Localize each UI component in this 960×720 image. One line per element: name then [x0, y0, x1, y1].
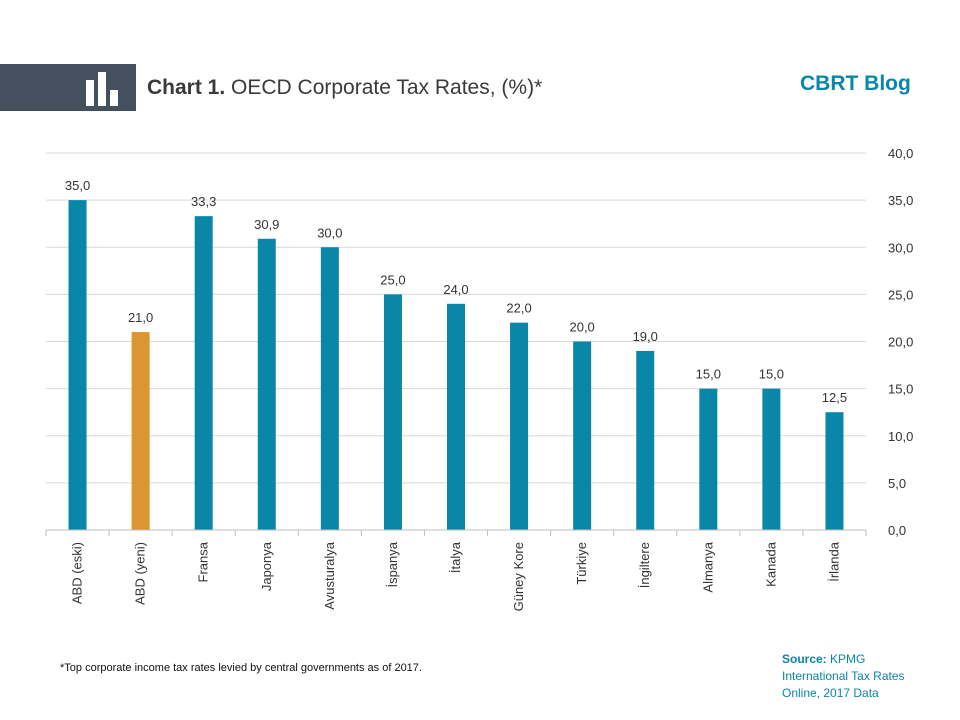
- data-label: 30,0: [317, 225, 342, 240]
- x-tick-label: Kanada: [763, 541, 778, 587]
- y-tick-label: 30,0: [888, 240, 913, 255]
- source-note: Source: KPMG International Tax Rates Onl…: [782, 651, 905, 702]
- data-label: 33,3: [191, 194, 216, 209]
- bar: [510, 322, 529, 530]
- x-tick-label: Fransa: [196, 541, 211, 582]
- bar: [257, 238, 276, 530]
- y-tick-label: 25,0: [888, 287, 913, 302]
- x-tick-label: ABD (eski): [70, 542, 85, 604]
- bar: [699, 388, 718, 530]
- x-tick-label: İngiltere: [637, 542, 652, 588]
- data-label: 20,0: [569, 320, 594, 335]
- bar: [320, 247, 339, 530]
- data-label: 21,0: [128, 310, 153, 325]
- y-tick-label: 15,0: [888, 382, 913, 397]
- data-label: 22,0: [506, 301, 531, 316]
- y-tick-label: 0,0: [888, 523, 906, 538]
- bar: [383, 294, 402, 530]
- x-tick-label: Almanya: [700, 541, 715, 592]
- data-label: 19,0: [633, 329, 658, 344]
- y-axis-ticks: 0,0 5,0 10,0 15,0 20,0 25,0 30,0 35,0 40,0: [888, 146, 913, 538]
- source-label: Source:: [782, 652, 827, 666]
- data-label: 25,0: [380, 272, 405, 287]
- bar: [194, 216, 213, 530]
- data-label: 24,0: [443, 282, 468, 297]
- y-tick-label: 5,0: [888, 476, 906, 491]
- chart-title: Chart 1. OECD Corporate Tax Rates, (%)*: [147, 76, 542, 100]
- chart-title-text: OECD Corporate Tax Rates, (%)*: [225, 76, 543, 99]
- y-tick-label: 10,0: [888, 429, 913, 444]
- bars: [68, 200, 844, 530]
- source-line-2: International Tax Rates: [782, 669, 905, 683]
- x-tick-label: Güney Kore: [511, 542, 526, 611]
- x-tick-label: İtalya: [448, 541, 463, 573]
- bar: [573, 341, 592, 530]
- bar: [447, 303, 465, 530]
- bar-chart-icon: [86, 72, 118, 106]
- y-tick-label: 35,0: [888, 193, 913, 208]
- bar: [762, 388, 781, 530]
- data-label: 15,0: [696, 367, 721, 382]
- x-tick-label: Türkiye: [574, 542, 589, 585]
- x-tick-label: Japonya: [259, 541, 274, 591]
- footnote: *Top corporate income tax rates levied b…: [60, 662, 422, 674]
- data-label: 12,5: [822, 390, 847, 405]
- brand-logo: CBRT Blog: [800, 72, 911, 95]
- source-line-3: Online, 2017 Data: [782, 686, 879, 700]
- y-tick-label: 20,0: [888, 335, 913, 350]
- x-tick-label: İrlanda: [826, 541, 841, 582]
- x-tick-label: Avusturalya: [322, 541, 337, 609]
- chart-title-number: Chart 1.: [147, 76, 226, 99]
- data-labels: 35,0 21,0 33,3 30,9 30,0 25,0 24,0 22,0 20,0 19,0…: [65, 178, 847, 405]
- data-label: 30,9: [254, 217, 279, 232]
- bar: [68, 200, 87, 530]
- x-tick-label: İspanya: [385, 541, 400, 587]
- source-line-1: KPMG: [826, 652, 866, 666]
- y-tick-label: 40,0: [888, 146, 913, 161]
- bar: [825, 412, 844, 530]
- x-tick-label: ABD (yeni): [133, 542, 148, 605]
- data-label: 15,0: [759, 367, 784, 382]
- x-axis: ABD (eski) ABD (yeni) Fransa Japonya Avustur…: [45, 529, 867, 611]
- bar: [636, 350, 655, 530]
- header-band: [0, 64, 136, 111]
- data-label: 35,0: [65, 178, 90, 193]
- bar: [131, 332, 150, 530]
